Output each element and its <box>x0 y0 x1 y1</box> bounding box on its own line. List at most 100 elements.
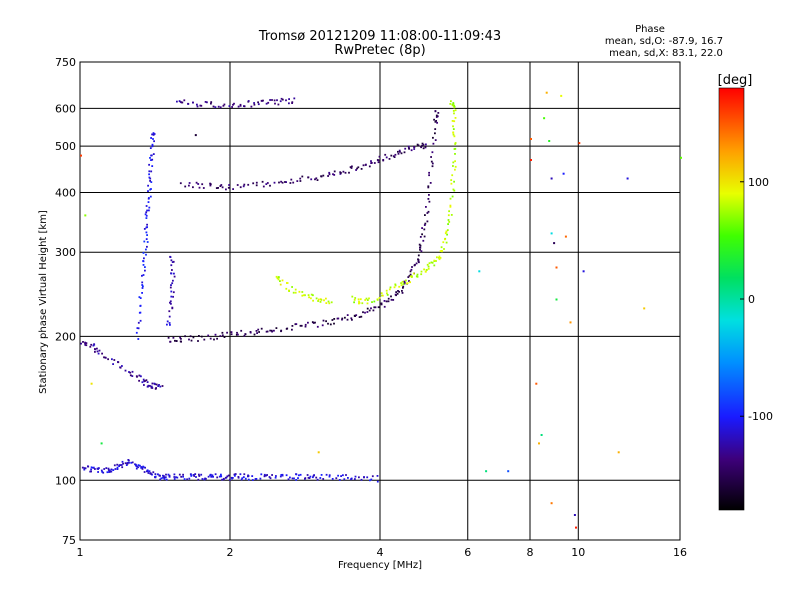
trace-point <box>316 179 319 181</box>
trace-point <box>135 375 138 378</box>
trace-point <box>397 152 400 155</box>
trace-point <box>230 333 233 336</box>
trace-point <box>147 201 150 203</box>
trace-point <box>184 335 186 338</box>
scatter-point <box>80 154 82 157</box>
x-tick-label: 16 <box>673 546 687 559</box>
trace-point <box>152 134 155 136</box>
trace-point <box>419 244 422 247</box>
trace-point <box>366 311 369 313</box>
trace-point <box>359 298 362 301</box>
trace-point <box>405 279 407 282</box>
trace-point <box>277 103 280 106</box>
trace-point <box>84 341 86 344</box>
trace-point <box>141 468 144 470</box>
trace-point <box>143 240 146 243</box>
trace-point <box>149 385 151 387</box>
trace-point <box>198 475 201 477</box>
trace-point <box>418 261 420 264</box>
trace-point <box>390 295 392 298</box>
trace-point <box>169 324 171 326</box>
trace-point <box>192 186 194 189</box>
trace-point <box>378 155 381 158</box>
trace-point <box>389 286 392 289</box>
trace-point <box>322 319 325 322</box>
trace-point <box>90 468 92 471</box>
trace-point <box>450 179 453 181</box>
trace-point <box>446 229 449 231</box>
trace-point <box>163 478 166 480</box>
trace-point <box>419 236 422 238</box>
trace-point <box>146 209 148 212</box>
y-tick-label: 200 <box>55 330 76 343</box>
trace-point <box>428 262 431 265</box>
trace-point <box>106 471 109 474</box>
trace-point <box>147 184 149 187</box>
trace-point <box>398 149 401 152</box>
trace-point <box>139 319 142 322</box>
trace-point <box>387 297 390 300</box>
trace-point <box>270 329 273 332</box>
trace-point <box>439 257 442 259</box>
trace-point <box>447 214 450 217</box>
trace-point <box>148 176 151 179</box>
trace-point <box>286 282 289 284</box>
trace-point <box>216 476 219 479</box>
trace-point <box>94 468 96 470</box>
trace-point <box>427 198 430 200</box>
trace-point <box>260 99 263 102</box>
trace-point <box>192 101 194 104</box>
trace-point <box>183 478 186 480</box>
trace-point <box>454 160 456 163</box>
trace-point <box>438 255 441 258</box>
trace-point <box>314 321 316 324</box>
trace-point <box>445 230 448 233</box>
trace-point <box>430 261 433 264</box>
trace-point <box>402 285 405 288</box>
x-axis-label: Frequency [MHz] <box>338 560 422 571</box>
trace-point <box>357 166 360 169</box>
scatter-point <box>478 270 481 273</box>
trace-point <box>253 102 255 104</box>
trace-point <box>295 473 298 476</box>
trace-point <box>294 288 297 291</box>
scatter-point <box>550 177 553 180</box>
trace-point <box>126 462 129 465</box>
trace-point <box>341 317 344 320</box>
trace-point <box>148 173 150 176</box>
trace-point <box>328 173 331 176</box>
trace-point <box>453 180 455 183</box>
trace-point <box>355 169 357 171</box>
trace-point <box>181 101 184 104</box>
trace-point <box>428 171 430 174</box>
trace-point <box>188 182 191 184</box>
trace-point <box>184 185 187 188</box>
trace-point <box>411 266 413 268</box>
trace-point <box>424 146 427 149</box>
trace-point <box>168 315 171 318</box>
trace-point <box>149 147 152 149</box>
trace-point <box>301 294 304 297</box>
trace-point <box>141 381 144 384</box>
trace-point <box>277 278 280 281</box>
trace-point <box>449 103 452 105</box>
trace-point <box>169 301 171 304</box>
chart-subtitle: RwPretec (8p) <box>334 43 425 58</box>
trace-point <box>87 465 90 468</box>
trace-point <box>247 475 250 477</box>
trace-point <box>114 468 117 470</box>
trace-point <box>385 289 388 292</box>
trace-point <box>307 294 310 296</box>
trace-point <box>143 228 146 230</box>
trace-point <box>315 476 318 479</box>
trace-point <box>425 143 427 146</box>
trace-point <box>169 300 172 303</box>
trace-point <box>150 137 152 139</box>
trace-point <box>143 257 145 260</box>
trace-point <box>354 478 356 480</box>
trace-point <box>388 288 391 291</box>
trace-point <box>118 465 120 467</box>
trace-point <box>308 296 310 299</box>
trace-point <box>453 189 456 192</box>
trace-point <box>440 246 443 249</box>
